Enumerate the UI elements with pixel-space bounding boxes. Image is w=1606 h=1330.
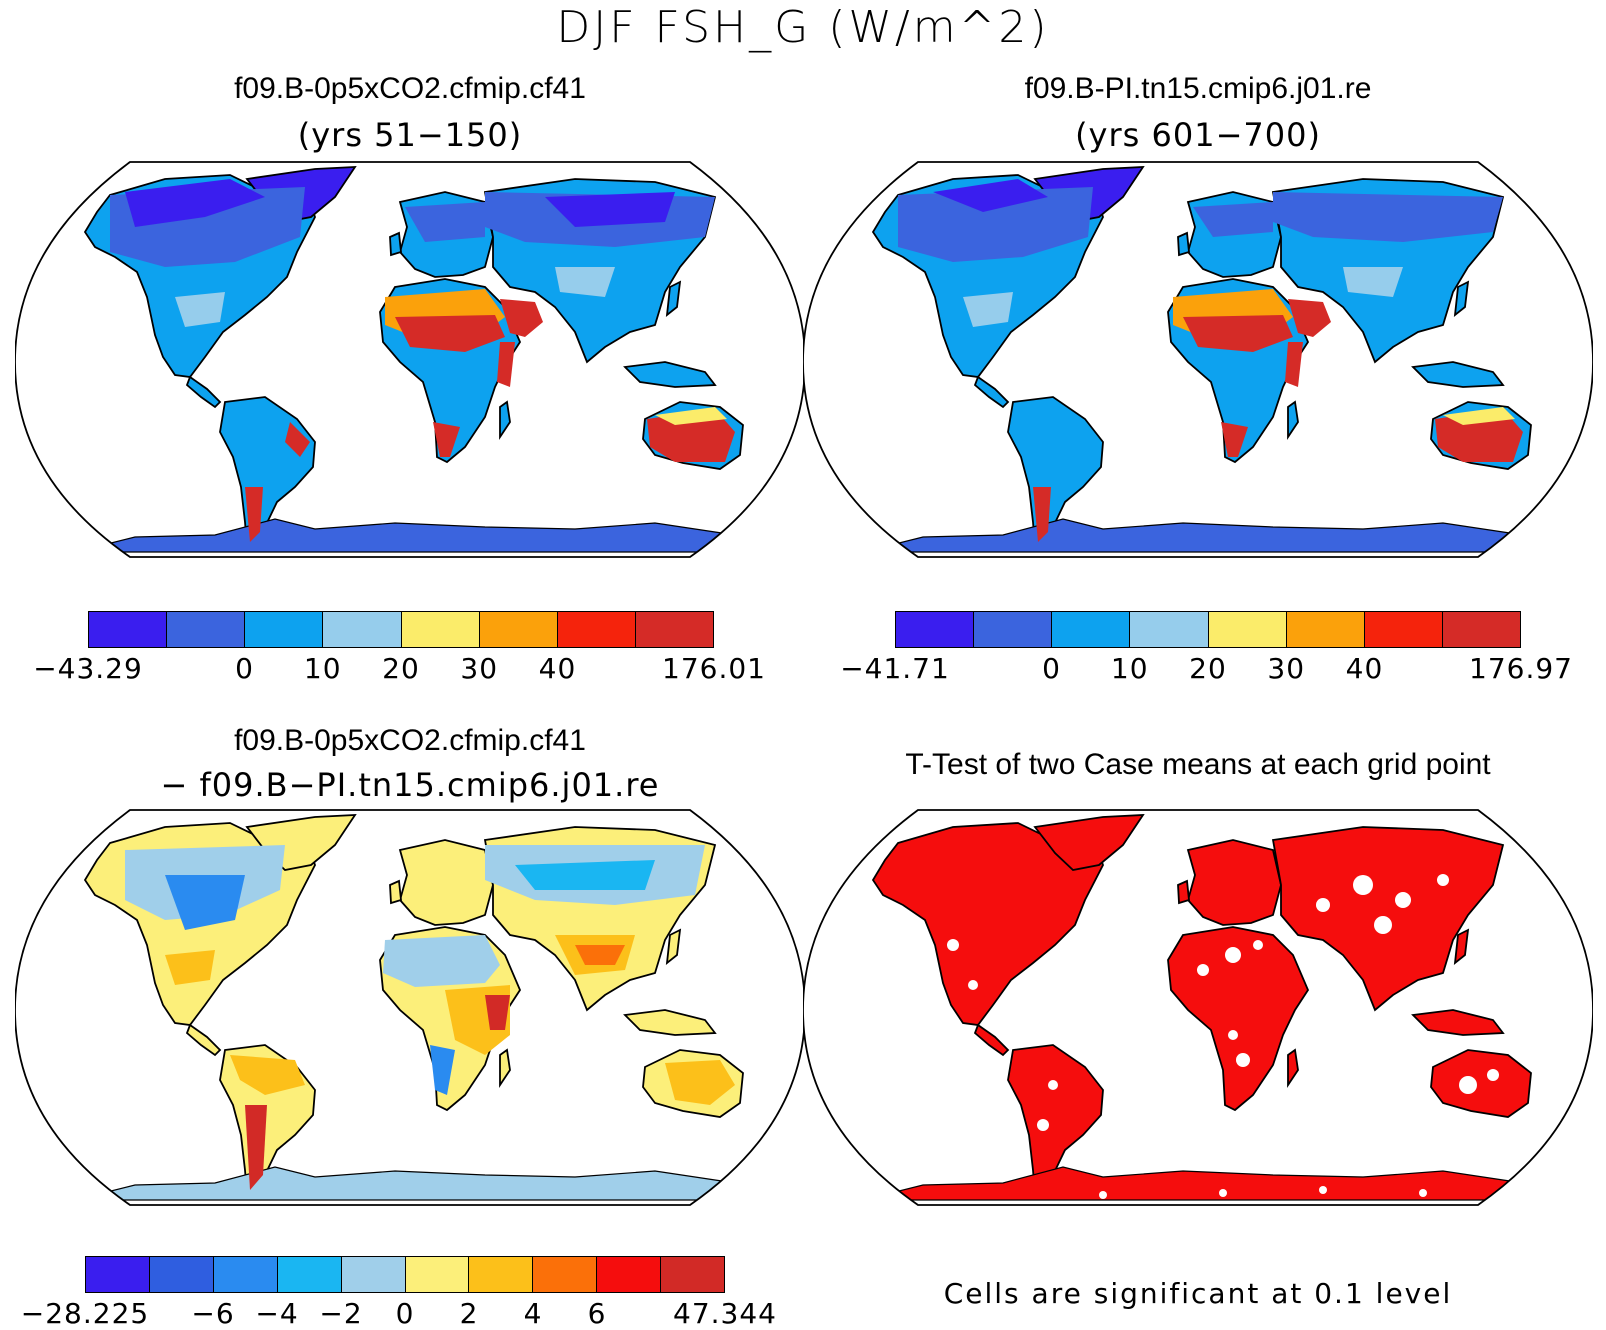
colorbar-tick-label: −28.225 — [20, 1297, 150, 1330]
colorbar-swatch — [213, 1257, 278, 1292]
figure-title: DJF FSH_G (W/m^2) — [556, 2, 1050, 53]
colorbar-swatch — [167, 612, 246, 647]
colorbar-swatch — [1364, 612, 1443, 647]
panel-3-colorbar-ticks: −28.225 −6 −4 −2 0 2 4 6 47.344 — [0, 1297, 803, 1330]
colorbar-swatch — [277, 1257, 342, 1292]
panel-3-colorbar — [85, 1256, 725, 1293]
colorbar-swatch — [1130, 612, 1209, 647]
colorbar-tick-label: 30 — [1267, 652, 1306, 685]
colorbar-swatch — [405, 1257, 470, 1292]
colorbar-tick-label: 10 — [1110, 652, 1149, 685]
colorbar-swatch — [1286, 612, 1365, 647]
colorbar-tick-label: 176.97 — [1469, 652, 1573, 685]
colorbar-swatch — [401, 612, 480, 647]
colorbar-swatch — [557, 612, 636, 647]
colorbar-tick-label: 47.344 — [673, 1297, 777, 1330]
panel-1-colorbar — [88, 611, 714, 648]
colorbar-swatch — [597, 1257, 662, 1292]
panel-2-title: f09.B-PI.tn15.cmip6.j01.re — [1024, 72, 1372, 105]
colorbar-swatch — [89, 612, 168, 647]
colorbar-tick-label: 0 — [395, 1297, 415, 1330]
panel-1-colorbar-ticks: −43.29 0 10 20 30 40 176.01 — [0, 652, 803, 692]
colorbar-swatch — [1442, 612, 1520, 647]
panel-1-map — [15, 161, 805, 558]
colorbar-tick-label: 40 — [1345, 652, 1384, 685]
panel-1-title: f09.B-0p5xCO2.cfmip.cf41 — [234, 72, 586, 105]
colorbar-tick-label: 40 — [538, 652, 577, 685]
colorbar-swatch — [533, 1257, 598, 1292]
panel-3-map — [15, 809, 805, 1206]
panel-3-subtitle: − f09.B−PI.tn15.cmip6.j01.re — [160, 766, 660, 804]
panel-4-title: T-Test of two Case means at each grid po… — [905, 748, 1491, 781]
colorbar-tick-label: 0 — [235, 652, 254, 685]
panel-1-subtitle: (yrs 51−150) — [297, 116, 523, 154]
colorbar-tick-label: 20 — [1189, 652, 1227, 685]
colorbar-tick-label: −6 — [191, 1297, 235, 1330]
colorbar-swatch — [149, 1257, 214, 1292]
colorbar-tick-label: 2 — [459, 1297, 479, 1330]
colorbar-swatch — [245, 612, 324, 647]
colorbar-tick-label: −2 — [319, 1297, 363, 1330]
panel-2-colorbar — [895, 611, 1521, 648]
colorbar-swatch — [635, 612, 713, 647]
colorbar-swatch — [661, 1257, 725, 1292]
panel-4-map — [803, 809, 1593, 1206]
colorbar-tick-label: 20 — [382, 652, 420, 685]
colorbar-swatch — [469, 1257, 534, 1292]
colorbar-tick-label: 30 — [460, 652, 499, 685]
panel-2-colorbar-ticks: −41.71 0 10 20 30 40 176.97 — [803, 652, 1606, 692]
colorbar-tick-label: 4 — [523, 1297, 543, 1330]
colorbar-tick-label: 0 — [1042, 652, 1061, 685]
colorbar-tick-label: −43.29 — [33, 652, 143, 685]
colorbar-swatch — [1208, 612, 1287, 647]
colorbar-swatch — [323, 612, 402, 647]
colorbar-swatch — [896, 612, 975, 647]
panel-2-subtitle: (yrs 601−700) — [1075, 116, 1321, 154]
colorbar-tick-label: 176.01 — [662, 652, 766, 685]
colorbar-tick-label: 10 — [303, 652, 342, 685]
panel-2-map — [803, 161, 1593, 558]
significance-note: Cells are significant at 0.1 level — [943, 1277, 1453, 1310]
colorbar-tick-label: −41.71 — [840, 652, 950, 685]
colorbar-tick-label: −4 — [255, 1297, 299, 1330]
colorbar-swatch — [1052, 612, 1131, 647]
panel-3-title: f09.B-0p5xCO2.cfmip.cf41 — [234, 724, 586, 757]
colorbar-swatch — [974, 612, 1053, 647]
colorbar-swatch — [341, 1257, 406, 1292]
colorbar-tick-label: 6 — [587, 1297, 607, 1330]
colorbar-swatch — [86, 1257, 150, 1292]
colorbar-swatch — [479, 612, 558, 647]
